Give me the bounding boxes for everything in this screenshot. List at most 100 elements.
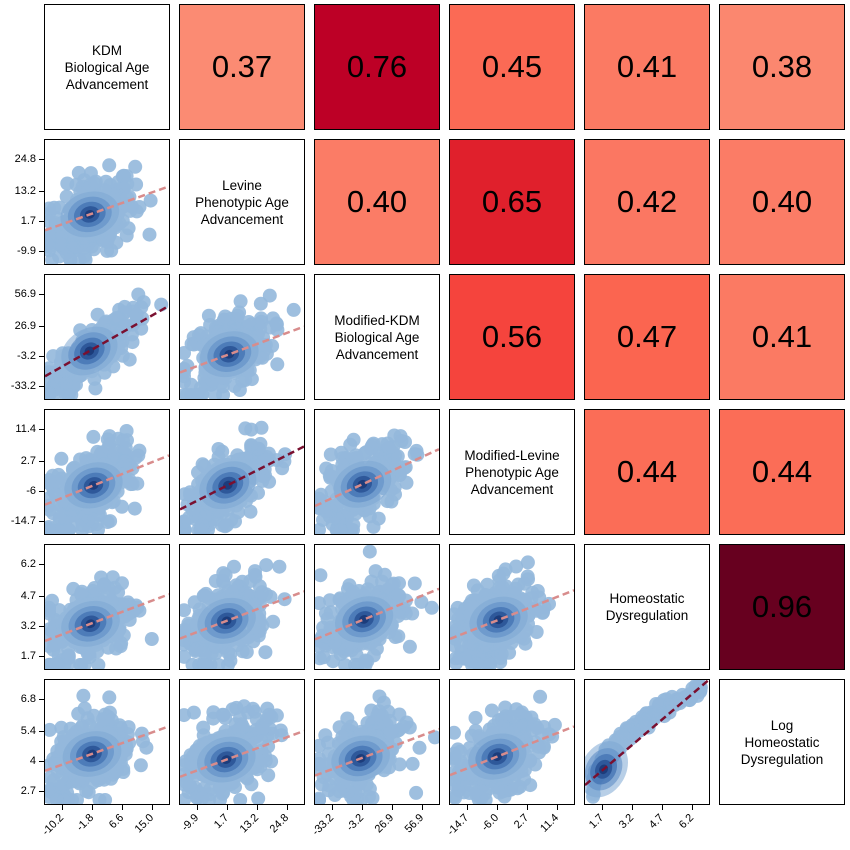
regression-fit-line bbox=[450, 725, 574, 777]
scatter-point bbox=[362, 545, 377, 559]
y-tick-mark bbox=[39, 429, 44, 431]
scatter-point bbox=[196, 658, 211, 669]
regression-fit-line bbox=[450, 589, 574, 641]
correlation-value: 0.40 bbox=[751, 184, 813, 219]
regression-fit-line bbox=[180, 729, 304, 778]
correlation-cell: 0.96 bbox=[719, 544, 845, 670]
scatter-point bbox=[221, 645, 235, 660]
scatter-point bbox=[322, 778, 337, 793]
scatter-point bbox=[135, 311, 150, 326]
scatter-point bbox=[332, 720, 347, 735]
scatter-point bbox=[533, 689, 548, 704]
scatter-point bbox=[331, 512, 346, 527]
x-tick-mark bbox=[196, 805, 198, 810]
scatter-point bbox=[524, 591, 539, 606]
x-tick-label: 6.2 bbox=[677, 811, 697, 832]
scatter-point bbox=[468, 710, 483, 725]
y-tick-label: 4.7 bbox=[20, 589, 36, 602]
scatter-point bbox=[520, 555, 535, 570]
scatter-density-panel bbox=[44, 409, 170, 535]
scatter-point bbox=[316, 512, 330, 527]
scatter-point bbox=[241, 315, 256, 329]
scatter-point bbox=[518, 636, 533, 651]
scatter-point bbox=[142, 227, 157, 242]
scatter-plot bbox=[45, 570, 169, 669]
y-tick-label: 11.4 bbox=[15, 423, 36, 436]
diagonal-variable-label-panel: KDM Biological Age Advancement bbox=[44, 4, 170, 130]
scatter-point bbox=[320, 632, 335, 647]
x-tick-mark bbox=[257, 805, 259, 810]
scatter-point bbox=[60, 176, 75, 191]
y-tick-mark bbox=[39, 730, 44, 732]
scatter-point bbox=[424, 600, 439, 615]
scatter-point bbox=[339, 641, 354, 656]
scatter-point bbox=[531, 739, 546, 754]
scatter-point bbox=[45, 214, 56, 229]
scatter-point bbox=[190, 641, 204, 656]
scatter-point bbox=[254, 420, 269, 435]
y-tick-mark bbox=[39, 760, 44, 762]
y-tick-label: 6.2 bbox=[20, 558, 36, 571]
correlation-value: 0.37 bbox=[211, 49, 273, 84]
y-tick-mark bbox=[39, 564, 44, 566]
scatter-point bbox=[91, 523, 105, 534]
scatter-point bbox=[315, 568, 328, 583]
scatter-point bbox=[240, 589, 255, 604]
scatter-point bbox=[248, 568, 262, 582]
scatter-point bbox=[229, 700, 244, 715]
scatter-point bbox=[227, 379, 242, 394]
scatter-point bbox=[50, 744, 65, 758]
scatter-point bbox=[71, 706, 86, 721]
scatter-point bbox=[637, 712, 652, 727]
scatter-point bbox=[79, 784, 94, 798]
x-tick-label: 1.7 bbox=[211, 811, 232, 832]
scatter-point bbox=[383, 726, 398, 741]
scatter-point bbox=[180, 514, 191, 529]
scatter-point bbox=[261, 768, 276, 783]
scatter-point bbox=[498, 700, 513, 715]
scatter-point bbox=[189, 388, 204, 399]
y-tick-mark bbox=[39, 159, 44, 161]
y-tick-label: 6.8 bbox=[20, 693, 36, 706]
scatter-point bbox=[255, 473, 270, 488]
y-tick-mark bbox=[39, 386, 44, 388]
scatter-point bbox=[128, 159, 143, 174]
x-tick-label: -1.8 bbox=[74, 811, 97, 834]
scatter-point bbox=[233, 294, 248, 309]
scatter-point bbox=[263, 589, 278, 604]
scatter-point bbox=[232, 305, 247, 320]
scatter-point bbox=[257, 343, 271, 358]
scatter-point bbox=[180, 708, 191, 723]
scatter-point bbox=[243, 504, 258, 519]
diagonal-variable-label-panel: Log Homeostatic Dysregulation bbox=[719, 679, 845, 805]
y-tick-label: 1.7 bbox=[20, 214, 36, 227]
scatter-point bbox=[251, 791, 266, 804]
scatter-point bbox=[258, 645, 273, 660]
variable-label: Levine Phenotypic Age Advancement bbox=[195, 177, 289, 227]
regression-fit-line bbox=[180, 445, 304, 511]
scatter-point bbox=[180, 649, 191, 664]
x-tick-label: 26.9 bbox=[372, 811, 397, 836]
y-tick-label: 2.7 bbox=[20, 785, 36, 798]
y-tick-mark bbox=[39, 656, 44, 658]
variable-label: Log Homeostatic Dysregulation bbox=[740, 717, 824, 767]
x-tick-label: -14.7 bbox=[444, 811, 471, 838]
scatter-point bbox=[221, 658, 235, 669]
scatter-plot bbox=[315, 689, 439, 804]
y-tick-label: 26.9 bbox=[14, 319, 36, 332]
scatter-point bbox=[451, 612, 466, 627]
scatter-point bbox=[116, 761, 131, 776]
scatter-point bbox=[259, 558, 274, 573]
x-tick-mark bbox=[466, 805, 468, 810]
scatter-density-panel bbox=[314, 679, 440, 805]
scatter-point bbox=[195, 457, 210, 472]
scatter-point bbox=[407, 576, 422, 591]
scatter-point bbox=[453, 744, 468, 759]
scatter-point bbox=[326, 654, 340, 669]
scatter-point bbox=[52, 603, 67, 618]
y-tick-mark bbox=[39, 791, 44, 793]
scatter-point bbox=[693, 684, 708, 699]
scatter-point bbox=[195, 791, 210, 804]
scatter-density-panel bbox=[44, 544, 170, 670]
correlation-value: 0.96 bbox=[751, 589, 813, 624]
